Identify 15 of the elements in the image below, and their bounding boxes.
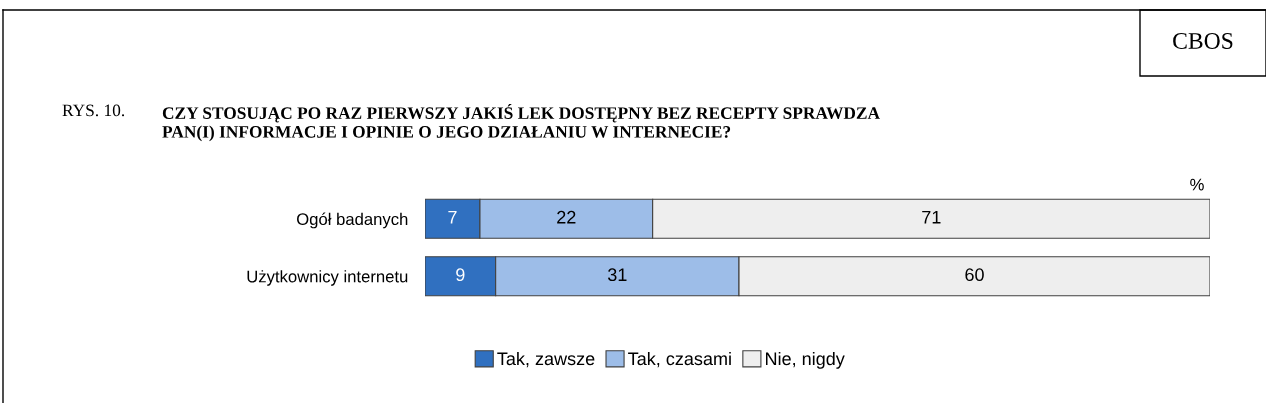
- text: CBOS: [1173, 33, 1233, 49]
- y-tick-label: Użytkownicy internetu: [247, 270, 408, 286]
- data-label: 60: [965, 268, 984, 282]
- legend-label: Tak, zawsze: [497, 351, 595, 368]
- data-label: 31: [607, 268, 627, 282]
- chart-title: CZY STOSUJĄC PO RAZ PIERWSZY JAKIŚ LEK DOSTĘPNY BEZ RECEPTY SPRAWDZA PAN(I) INFORMACJE I OPINIE O JEGO DZIAŁANIU W INTERNECIE?: [162, 103, 880, 142]
- text: %: [1190, 178, 1204, 191]
- data-label: 9: [456, 268, 465, 282]
- data-label: 7: [448, 211, 457, 224]
- data-label: 71: [922, 211, 941, 224]
- legend-label: Tak, czasami: [628, 351, 731, 368]
- y-tick-label: Ogół badanych: [297, 212, 408, 229]
- data-label: 22: [557, 210, 576, 224]
- text: RYS. 10.: [62, 104, 125, 117]
- legend-label: Nie, nigdy: [766, 351, 845, 369]
